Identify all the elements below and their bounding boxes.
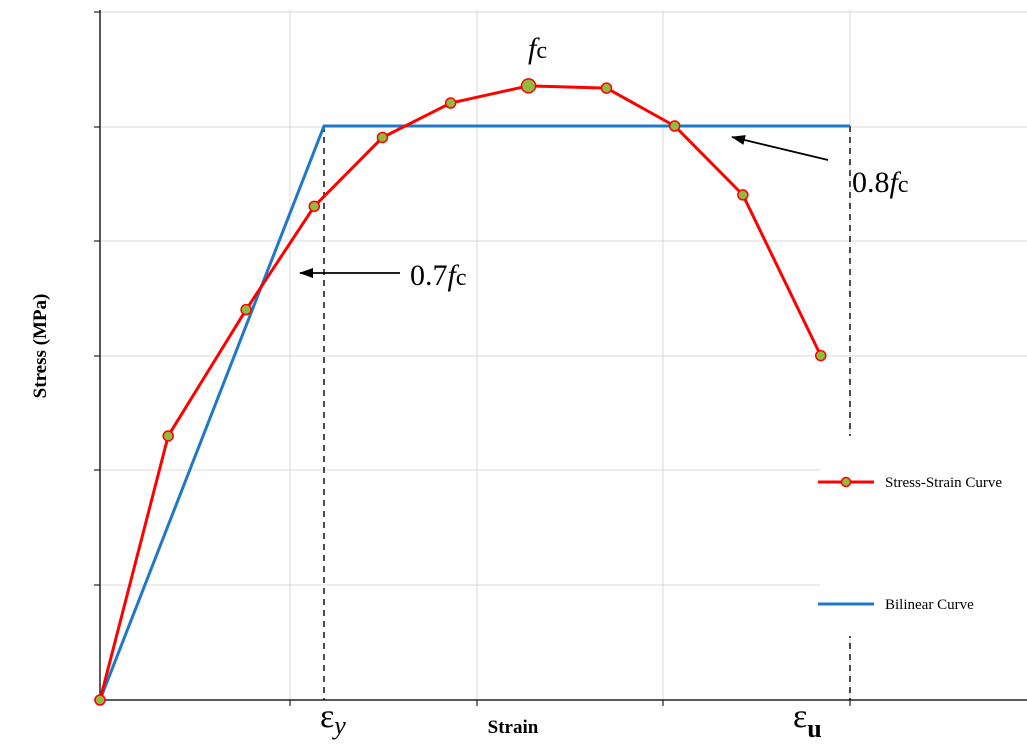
bilinear-line: [98, 124, 850, 701]
legend-label-bilinear: Bilinear Curve: [885, 597, 974, 613]
legend-item-bilinear: Bilinear Curve: [818, 597, 974, 613]
stress-strain-point-8: [668, 120, 681, 132]
legend-item-stress-strain: Stress-Strain Curve: [818, 475, 1002, 491]
stress-strain-point-3: [308, 200, 321, 213]
y-ticks: [94, 11, 100, 701]
dashed-guides: [323, 126, 851, 700]
stress-strain-point-2: [240, 303, 252, 316]
0.8fc-label: 0.8fc: [852, 166, 909, 199]
arrow-0.8fc: [731, 135, 829, 161]
stress-strain-point-5: [444, 97, 457, 109]
stress-strain-point-4: [376, 131, 389, 144]
stress-strain-point-9: [737, 189, 749, 201]
x-ticks: [289, 700, 851, 706]
eps-y-label: εy: [320, 698, 346, 740]
legend-marker-stress-strain: [840, 476, 852, 488]
y-axis-title: Stress (MPa): [30, 294, 51, 399]
stress-strain-point-7: [600, 82, 613, 94]
stress-strain-point-1: [162, 430, 174, 442]
stress-strain-line: [98, 84, 823, 701]
bilinear-series: [98, 124, 850, 701]
stress-strain-point-6: [520, 78, 537, 94]
eps-u-label: εu: [793, 698, 822, 743]
stress-strain-point-10: [815, 349, 827, 362]
0.7fc-label: 0.7fc: [410, 259, 467, 292]
x-axis-title: Strain: [488, 717, 539, 738]
legend-label-stress-strain: Stress-Strain Curve: [885, 475, 1002, 491]
stress-strain-point-0: [94, 694, 106, 706]
legend: Stress-Strain Curve Bilinear Curve: [818, 436, 1027, 636]
fc-label: fc: [528, 32, 547, 65]
stress-strain-series: [94, 78, 827, 706]
